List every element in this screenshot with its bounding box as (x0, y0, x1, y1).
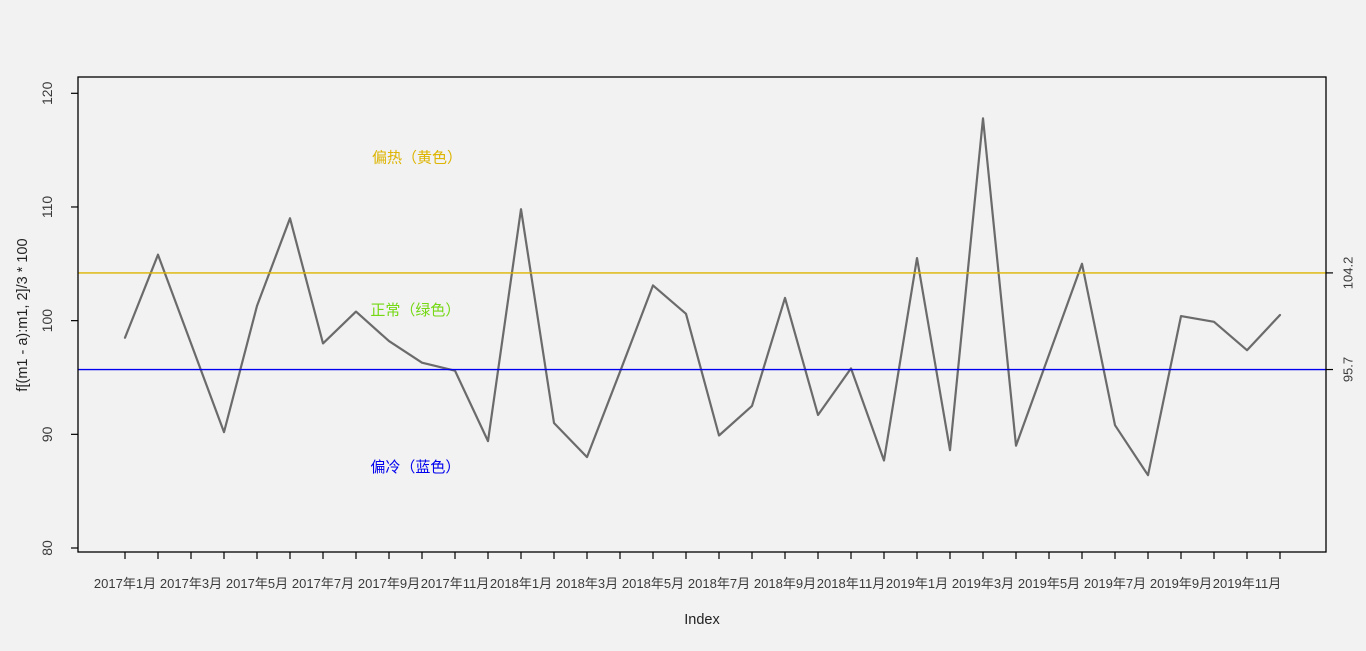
y-axis-title: f[(m1 - a):m1, 2]/3 * 100 (15, 238, 31, 391)
x-tick-label: 2017年5月 (226, 576, 288, 591)
y-tick-label: 100 (39, 309, 55, 333)
data-series-line (123, 117, 1282, 477)
x-tick-label: 2019年7月 (1084, 576, 1146, 591)
chart-generated-layer: 104.2 95.7 80 90 100 110 120 2017年1月 2017年3月 2017… (39, 76, 1356, 591)
zone-annotation-1: 正常（绿色） (370, 302, 460, 319)
plot-border (77, 76, 1327, 553)
x-tick-label: 2018年5月 (622, 576, 684, 591)
x-tick-label: 2018年9月 (754, 576, 816, 591)
x-tick-label: 2018年7月 (688, 576, 750, 591)
right-tick-label: 95.7 (1341, 357, 1356, 382)
x-tick-label: 2019年3月 (952, 576, 1014, 591)
x-tick-label: 2019年1月 (886, 576, 948, 591)
x-tick-label: 2017年9月 (358, 576, 420, 591)
x-tick-label: 2019年5月 (1018, 576, 1080, 591)
x-axis-title: Index (684, 612, 720, 628)
y-tick-label: 90 (39, 426, 55, 442)
right-tick-label: 104.2 (1341, 257, 1356, 290)
x-tick-label: 2019年11月 (1213, 576, 1281, 591)
y-tick-label: 110 (39, 196, 55, 219)
x-tick-label: 2017年1月 (94, 576, 156, 591)
zone-annotation-0: 偏热（黄色） (372, 150, 462, 167)
x-tick-label: 2017年3月 (160, 576, 222, 591)
x-tick-label: 2018年1月 (490, 576, 552, 591)
x-tick-label: 2018年3月 (556, 576, 618, 591)
x-tick-label: 2019年9月 (1150, 576, 1212, 591)
x-tick-label: 2018年11月 (817, 576, 885, 591)
y-tick-label: 80 (39, 540, 55, 556)
y-tick-label: 120 (39, 81, 55, 105)
x-tick-label: 2017年7月 (292, 576, 354, 591)
zone-annotation-2: 偏冷（蓝色） (370, 459, 460, 476)
x-tick-label: 2017年11月 (421, 576, 489, 591)
